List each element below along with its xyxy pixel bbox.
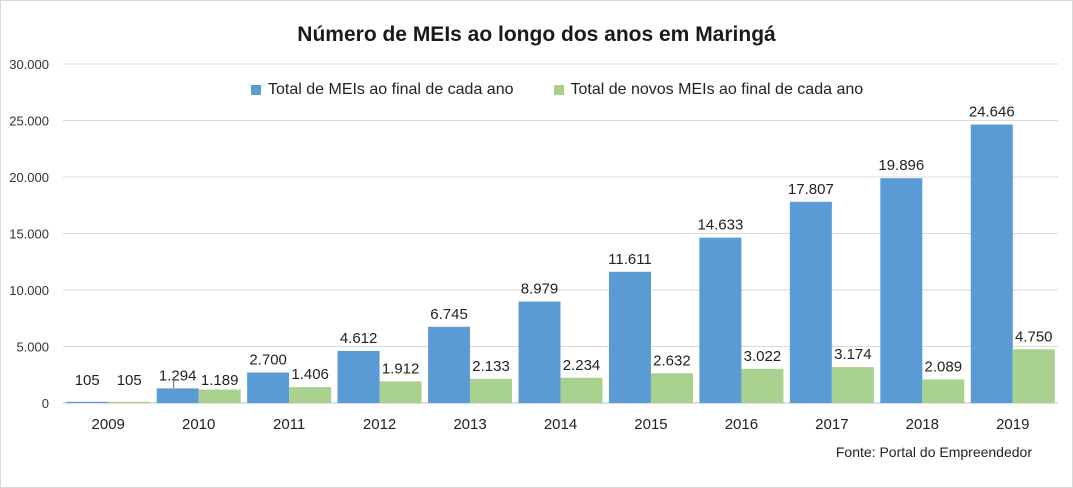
legend-swatch-novos — [553, 85, 564, 95]
data-label-novos-2010: 1.189 — [201, 372, 239, 389]
chart-title: Número de MEIs ao longo dos anos em Mari… — [297, 23, 776, 46]
bar-total-2015 — [608, 271, 651, 403]
bar-total-2017 — [789, 201, 832, 403]
data-label-novos-2016: 3.022 — [744, 348, 782, 365]
legend-label-novos: Total de novos MEIs ao final de cada ano — [570, 81, 864, 98]
data-label-total-2010: 1.294 — [159, 367, 197, 384]
y-tick-label: 10.000 — [9, 283, 49, 298]
data-label-novos-2019: 4.750 — [1015, 328, 1053, 345]
legend-item-total: Total de MEIs ao final de cada ano — [251, 81, 514, 99]
data-label-total-2014: 8.979 — [521, 281, 559, 298]
bar-total-2009 — [66, 401, 109, 403]
data-label-total-2013: 6.745 — [430, 306, 468, 323]
data-label-total-2011: 2.700 — [249, 351, 287, 368]
data-label-novos-2014: 2.234 — [563, 357, 601, 374]
y-tick-label: 15.000 — [9, 227, 49, 242]
bar-novos-2013 — [470, 378, 513, 403]
bar-total-2016 — [699, 237, 742, 403]
bar-novos-2015 — [650, 373, 693, 403]
data-label-total-2016: 14.633 — [697, 217, 743, 234]
bar-total-2014 — [518, 301, 561, 403]
y-tick-label: 20.000 — [9, 170, 49, 185]
bar-novos-2012 — [379, 381, 422, 403]
data-label-novos-2013: 2.133 — [472, 358, 510, 375]
x-tick-label: 2017 — [815, 416, 848, 433]
y-tick-label: 5.000 — [16, 340, 49, 355]
bar-novos-2010 — [198, 389, 241, 403]
x-tick-label: 2018 — [906, 416, 939, 433]
bar-total-2018 — [880, 178, 923, 403]
data-label-total-2017: 17.807 — [788, 181, 834, 198]
x-tick-label: 2015 — [634, 416, 667, 433]
bar-total-2013 — [428, 326, 471, 403]
bar-novos-2018 — [922, 379, 965, 403]
data-label-total-2012: 4.612 — [340, 330, 378, 347]
bar-total-2019 — [970, 124, 1013, 404]
x-tick-label: 2009 — [92, 416, 125, 433]
x-tick-label: 2013 — [453, 416, 486, 433]
y-tick-label: 30.000 — [9, 57, 49, 72]
x-tick-label: 2016 — [725, 416, 758, 433]
x-tick-label: 2011 — [273, 416, 305, 433]
x-tick-label: 2019 — [996, 416, 1029, 433]
legend-label-total: Total de MEIs ao final de cada ano — [268, 81, 514, 98]
y-tick-label: 25.000 — [9, 114, 49, 129]
bar-novos-2019 — [1012, 349, 1055, 403]
chart-legend: Total de MEIs ao final de cada ano Total… — [251, 81, 863, 99]
bar-novos-2016 — [741, 368, 784, 403]
legend-swatch-total — [251, 85, 261, 95]
data-label-total-2019: 24.646 — [969, 104, 1015, 121]
data-label-total-2018: 19.896 — [878, 157, 924, 174]
bar-total-2011 — [247, 372, 290, 403]
bar-total-2012 — [337, 350, 380, 403]
x-tick-label: 2014 — [544, 416, 577, 433]
x-tick-label: 2010 — [182, 416, 215, 433]
data-label-novos-2015: 2.632 — [653, 352, 691, 369]
data-label-novos-2012: 1.912 — [382, 360, 420, 377]
x-tick-label: 2012 — [363, 416, 396, 433]
y-tick-label: 0 — [42, 396, 49, 411]
bar-novos-2014 — [560, 377, 603, 403]
source-note: Fonte: Portal do Empreendedor — [835, 444, 1032, 460]
legend-item-novos: Total de novos MEIs ao final de cada ano — [553, 81, 864, 99]
data-label-total-2009: 105 — [75, 372, 100, 389]
data-label-novos-2018: 2.089 — [925, 358, 963, 375]
bar-novos-2009 — [108, 401, 151, 403]
data-label-novos-2009: 105 — [117, 372, 142, 389]
data-label-novos-2017: 3.174 — [834, 346, 872, 363]
data-label-novos-2011: 1.406 — [291, 366, 329, 383]
bar-total-2010 — [156, 388, 199, 403]
bar-novos-2017 — [831, 367, 874, 403]
bar-novos-2011 — [289, 387, 332, 403]
data-label-total-2015: 11.611 — [608, 251, 652, 268]
